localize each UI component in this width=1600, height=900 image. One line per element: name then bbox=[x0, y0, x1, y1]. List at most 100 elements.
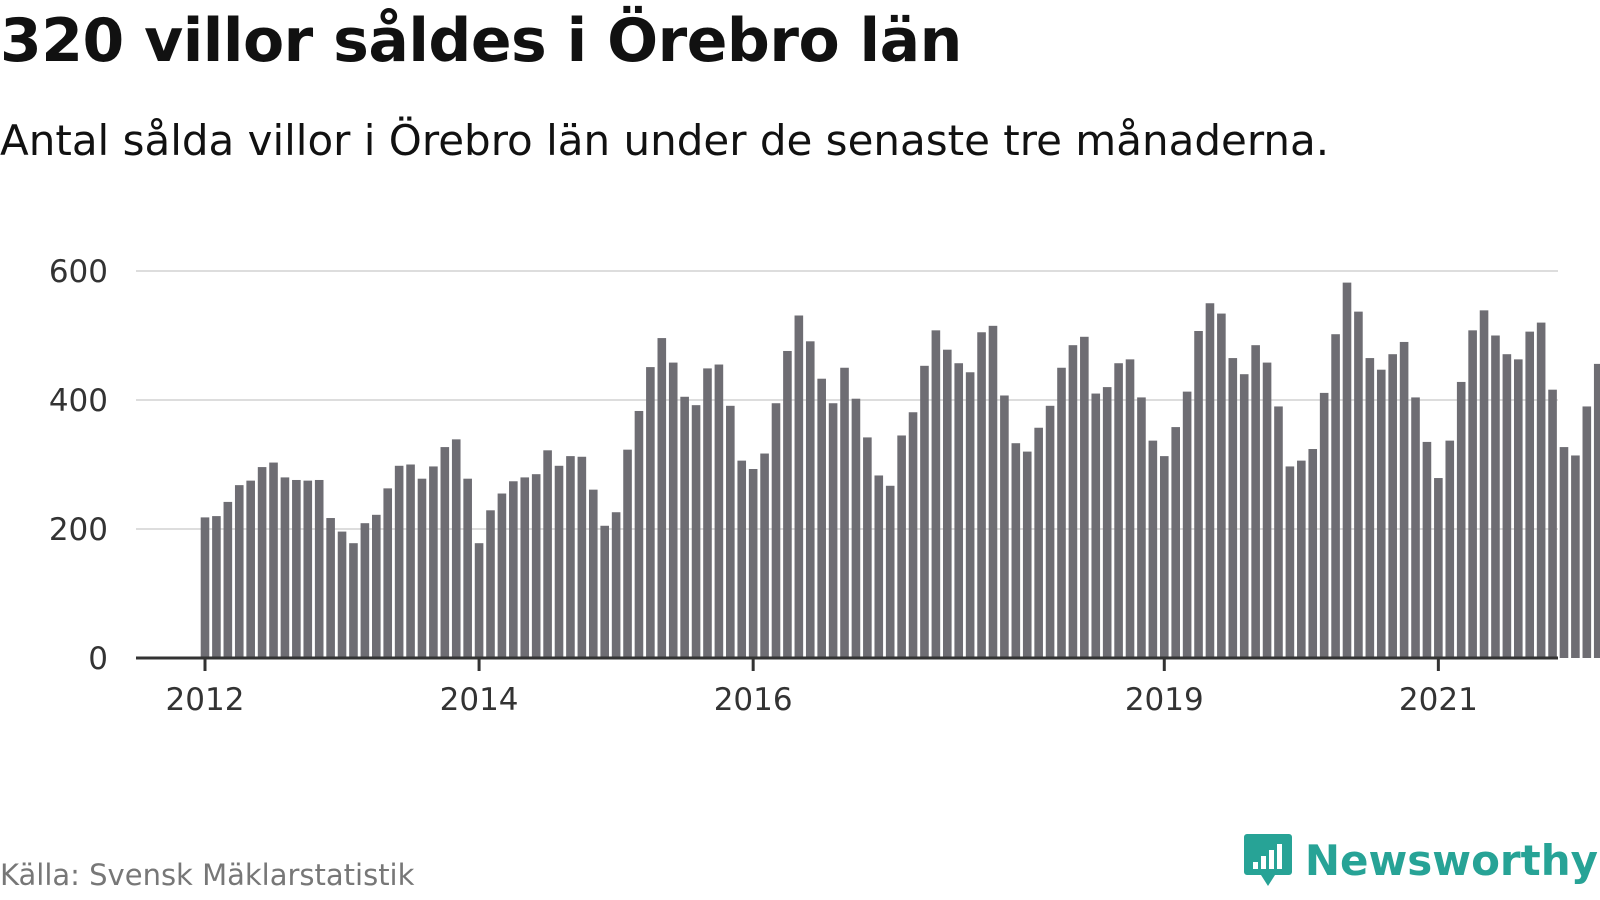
bar bbox=[897, 435, 906, 658]
bar bbox=[703, 368, 712, 658]
bar bbox=[223, 501, 233, 658]
bar bbox=[269, 462, 278, 658]
x-tick-label: 2014 bbox=[440, 682, 519, 718]
bar bbox=[474, 543, 484, 658]
bar bbox=[794, 315, 804, 658]
bar bbox=[760, 453, 769, 658]
bar bbox=[577, 456, 587, 658]
bar bbox=[920, 365, 929, 658]
bar bbox=[314, 479, 324, 658]
bar bbox=[360, 523, 370, 658]
bar bbox=[646, 367, 655, 658]
bar bbox=[383, 488, 393, 658]
bar bbox=[908, 412, 918, 658]
bar bbox=[1239, 374, 1249, 658]
bar bbox=[1137, 397, 1146, 658]
bar bbox=[874, 475, 884, 658]
bar bbox=[885, 485, 895, 658]
chart-title: 320 villor såldes i Örebro län bbox=[0, 6, 962, 76]
bar bbox=[943, 349, 952, 658]
bar bbox=[1331, 334, 1340, 658]
y-axis-labels: 0 200 400 600 bbox=[49, 254, 108, 677]
bar bbox=[1159, 456, 1169, 658]
bar bbox=[611, 512, 621, 658]
bar bbox=[1011, 443, 1021, 658]
bar bbox=[1000, 395, 1009, 658]
bar bbox=[566, 456, 575, 658]
bar bbox=[463, 478, 472, 658]
bar bbox=[372, 514, 381, 658]
bar bbox=[1525, 331, 1535, 658]
bar bbox=[1194, 330, 1203, 658]
bar bbox=[1593, 363, 1600, 658]
bar bbox=[828, 403, 838, 658]
bar bbox=[1148, 440, 1158, 658]
bar bbox=[1068, 345, 1078, 658]
bar bbox=[1125, 359, 1135, 658]
bar bbox=[1559, 447, 1569, 658]
bar bbox=[451, 439, 461, 658]
bar bbox=[851, 398, 861, 658]
bar bbox=[1308, 449, 1318, 658]
bar bbox=[1468, 330, 1477, 658]
bar bbox=[1411, 397, 1420, 658]
bar bbox=[1217, 313, 1226, 658]
bar bbox=[783, 350, 792, 658]
bar bbox=[771, 403, 781, 658]
bar bbox=[406, 464, 415, 658]
bar bbox=[1251, 345, 1260, 658]
bar bbox=[691, 405, 701, 658]
bar bbox=[1205, 303, 1215, 658]
bar bbox=[1536, 322, 1546, 658]
bar bbox=[1262, 362, 1272, 658]
bar bbox=[200, 517, 210, 658]
bar bbox=[303, 480, 313, 659]
bar bbox=[1171, 427, 1180, 658]
bar bbox=[737, 460, 747, 658]
bar bbox=[726, 405, 735, 658]
bar bbox=[1319, 392, 1329, 658]
bar bbox=[1285, 466, 1295, 658]
bar bbox=[600, 525, 609, 658]
bar bbox=[931, 330, 941, 658]
bar bbox=[588, 489, 598, 658]
x-tick-label: 2019 bbox=[1125, 682, 1204, 718]
bar bbox=[623, 449, 632, 658]
bar bbox=[1274, 406, 1283, 658]
bar bbox=[440, 447, 450, 658]
bar bbox=[1057, 367, 1066, 658]
y-tick-label: 200 bbox=[49, 512, 108, 548]
bar bbox=[1114, 363, 1123, 658]
bar bbox=[1479, 310, 1489, 658]
bar bbox=[497, 493, 507, 658]
bar bbox=[429, 466, 438, 658]
bar bbox=[280, 477, 290, 658]
bar bbox=[1022, 451, 1032, 658]
bar bbox=[1228, 358, 1238, 658]
bar bbox=[292, 479, 301, 658]
bar bbox=[977, 332, 986, 658]
bar bbox=[863, 437, 872, 658]
bar bbox=[1354, 311, 1363, 658]
bar bbox=[1342, 282, 1352, 658]
bar bbox=[805, 341, 815, 658]
bar bbox=[1571, 455, 1580, 658]
bar bbox=[349, 543, 358, 658]
y-tick-label: 600 bbox=[49, 254, 108, 290]
bar bbox=[1456, 381, 1466, 658]
bar bbox=[246, 480, 255, 659]
bar bbox=[1422, 441, 1432, 658]
bar bbox=[657, 338, 667, 658]
bar bbox=[1399, 341, 1409, 658]
bar bbox=[394, 465, 404, 658]
bar bbox=[714, 364, 724, 658]
brand-name: Newsworthy bbox=[1304, 835, 1598, 885]
source-note: Källa: Svensk Mäklarstatistik bbox=[0, 858, 415, 892]
bar bbox=[1491, 335, 1500, 658]
chart-subtitle: Antal sålda villor i Örebro län under de… bbox=[0, 116, 1330, 165]
bar bbox=[212, 516, 221, 658]
bar bbox=[1582, 406, 1592, 658]
bar bbox=[1388, 354, 1397, 658]
bar bbox=[634, 410, 644, 658]
bar bbox=[1514, 359, 1523, 658]
